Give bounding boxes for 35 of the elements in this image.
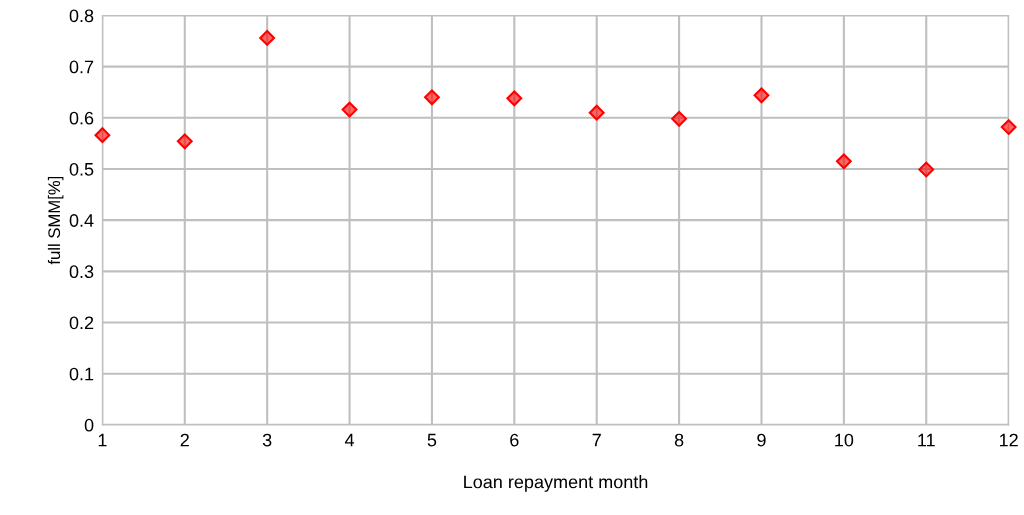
y-tick-label: 0 (84, 418, 94, 432)
x-tick-label: 2 (180, 433, 189, 447)
x-tick-label: 3 (262, 433, 272, 447)
x-tick-label: 10 (835, 433, 854, 447)
y-tick-label: 0.4 (69, 214, 94, 227)
x-tick-label: 12 (999, 433, 1018, 447)
x-tick-label: 6 (510, 433, 519, 447)
x-tick-label: 7 (592, 433, 601, 447)
point (753, 87, 770, 104)
y-tick-label: 0.1 (69, 367, 94, 381)
y-tick-label: 0.6 (69, 111, 94, 125)
point (588, 104, 605, 121)
y-tick-label: 0.3 (69, 265, 94, 279)
point (94, 127, 111, 144)
x-axis-title: Loan repayment month (464, 475, 648, 492)
point (424, 89, 440, 106)
y-tick-label: 0.5 (69, 162, 94, 176)
point (918, 161, 935, 178)
x-tick-label: 4 (344, 433, 355, 447)
point (341, 101, 358, 118)
x-tick-label: 8 (674, 433, 684, 447)
x-tick-label: 9 (757, 433, 766, 447)
point (506, 90, 523, 107)
point (671, 110, 688, 127)
y-axis-title: full SMM[%] (47, 176, 64, 265)
y-tick-label: 0.2 (69, 316, 94, 330)
x-tick-label: 1 (98, 433, 107, 447)
point (176, 133, 193, 150)
point (259, 30, 276, 46)
point (835, 153, 852, 170)
x-tick-label: 11 (918, 433, 935, 447)
point (1000, 119, 1017, 135)
y-tick-label: 0.7 (69, 60, 94, 74)
y-tick-label: 0.8 (69, 9, 94, 23)
x-tick-label: 5 (427, 433, 437, 447)
